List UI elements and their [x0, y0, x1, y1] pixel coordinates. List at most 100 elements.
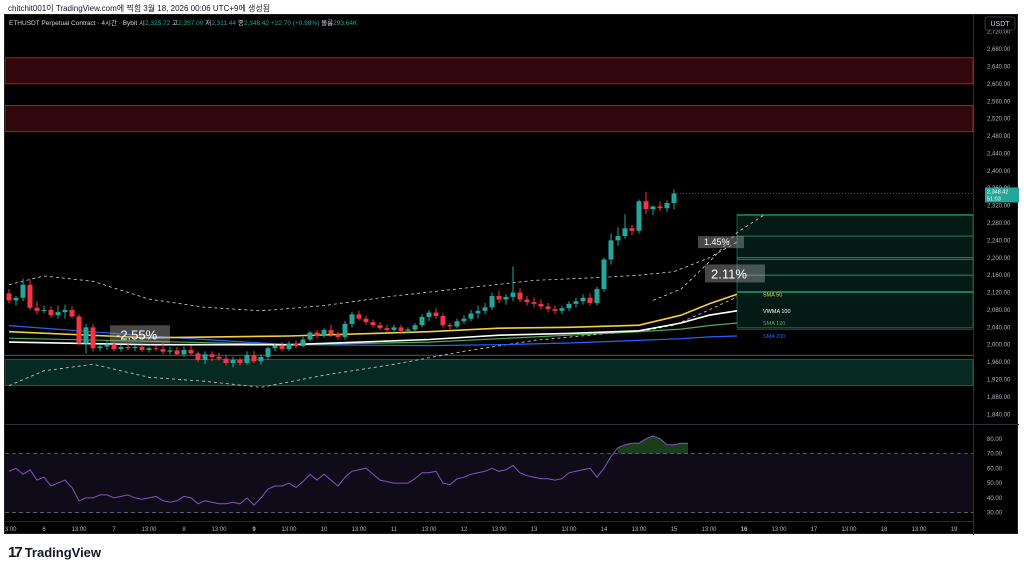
candle-body [139, 346, 145, 350]
candle-body [321, 329, 327, 337]
candle-83 [587, 293, 593, 306]
candle-60 [426, 309, 432, 321]
candle-body [48, 309, 54, 316]
time-tick-label-11: 11 [391, 527, 398, 533]
candle-4 [34, 301, 40, 315]
candle-body [118, 346, 124, 350]
time-tick-label-12: 13:00 [421, 527, 437, 533]
candle-55 [391, 324, 397, 333]
sma200-line [8, 325, 738, 347]
legend-volume-label: 볼륨 [321, 18, 333, 27]
candle-body [657, 206, 663, 209]
candle-72 [510, 266, 516, 302]
measure-box-1 [698, 236, 744, 249]
candle-26 [188, 345, 194, 356]
candle-93 [657, 201, 663, 211]
chart-canvas[interactable]: -2.55% 1.45% 2.11% SMA 50 VWMA 100 SMA 120 SMA… [5, 15, 1019, 535]
candle-48 [342, 320, 348, 340]
candle-12 [90, 323, 96, 352]
candle-28 [202, 351, 208, 365]
candle-body [433, 312, 439, 317]
candle-44 [314, 329, 320, 339]
candle-91 [643, 191, 649, 215]
candle-17 [125, 343, 131, 350]
candle-body [615, 236, 621, 241]
time-tick-label-6: 13:00 [211, 527, 227, 533]
candle-body [181, 349, 187, 355]
candle-body [405, 329, 411, 331]
candle-body [55, 312, 61, 316]
time-tick-label-15: 13 [531, 527, 538, 533]
candle-59 [419, 314, 425, 328]
time-tick-label-14: 13:00 [491, 527, 507, 533]
candle-body [461, 318, 467, 322]
candle-45 [321, 328, 327, 338]
candle-body [419, 316, 425, 326]
candle-body [307, 332, 313, 340]
candle-body [111, 344, 117, 350]
price-tick-label-18: 2,000.00 [987, 343, 1011, 349]
chart-frame[interactable]: -2.55% 1.45% 2.11% SMA 50 VWMA 100 SMA 120 SMA… [4, 14, 1019, 535]
price-tick-label-12: 2,240.00 [987, 238, 1011, 244]
candle-body [202, 354, 208, 360]
candle-body [573, 301, 579, 304]
price-tick-label-0: 2,720.00 [987, 30, 1011, 36]
legend-close-label: 종 [238, 19, 244, 27]
candle-body [34, 307, 40, 311]
candle-body [370, 322, 376, 326]
ma-label-2: SMA 120 [763, 321, 785, 327]
price-tick-label-3: 2,600.00 [987, 82, 1011, 88]
candle-79 [559, 305, 565, 315]
candle-body [650, 206, 656, 210]
measure-box-0 [110, 325, 170, 344]
candle-body [62, 309, 68, 313]
candle-3 [27, 279, 33, 310]
price-tick-label-1: 2,680.00 [987, 47, 1011, 53]
candle-36 [258, 354, 264, 365]
candle-15 [111, 342, 117, 352]
candle-14 [104, 340, 110, 350]
candle-71 [503, 294, 509, 305]
candle-81 [573, 297, 579, 308]
candle-5 [41, 305, 47, 314]
legend-close: 2,348.42 [244, 20, 270, 27]
candle-body [496, 296, 502, 300]
candle-39 [279, 342, 285, 352]
candle-body [384, 328, 390, 330]
candle-body [412, 325, 418, 330]
candle-21 [153, 345, 159, 351]
candle-29 [209, 351, 215, 362]
price-tick-label-13: 2,200.00 [987, 256, 1011, 262]
candle-80 [566, 301, 572, 311]
time-tick-label-27: 19 [951, 527, 958, 533]
candle-body [314, 332, 320, 337]
candle-1 [13, 296, 19, 306]
currency-button-label: USDT [990, 21, 1010, 28]
ma-label-1: VWMA 100 [763, 309, 791, 315]
rsi-band-fill [5, 453, 973, 513]
candle-body [426, 312, 432, 317]
candle-body [132, 346, 138, 349]
candle-body [300, 339, 306, 347]
candle-body [125, 346, 131, 349]
candle-body [27, 284, 33, 308]
time-tick-label-26: 13:00 [911, 527, 927, 533]
support-zone-0 [5, 359, 974, 386]
candle-body [454, 321, 460, 327]
candle-88 [622, 214, 628, 239]
candle-32 [230, 356, 236, 368]
currency-button[interactable] [984, 16, 1016, 31]
candle-body [622, 228, 628, 237]
candle-body [629, 228, 635, 231]
time-tick-label-20: 13:00 [701, 527, 717, 533]
candle-body [580, 297, 586, 302]
time-tick-label-19: 15 [671, 527, 678, 533]
candle-70 [496, 290, 502, 303]
price-tick-label-8: 2,400.00 [987, 169, 1011, 175]
candle-42 [300, 336, 306, 348]
tradingview-logo-text: TradingView [24, 545, 102, 560]
rsi-tick-label-0: 80.00 [987, 437, 1003, 443]
candle-40 [286, 341, 292, 351]
candle-57 [405, 327, 411, 334]
candle-95 [671, 189, 677, 210]
